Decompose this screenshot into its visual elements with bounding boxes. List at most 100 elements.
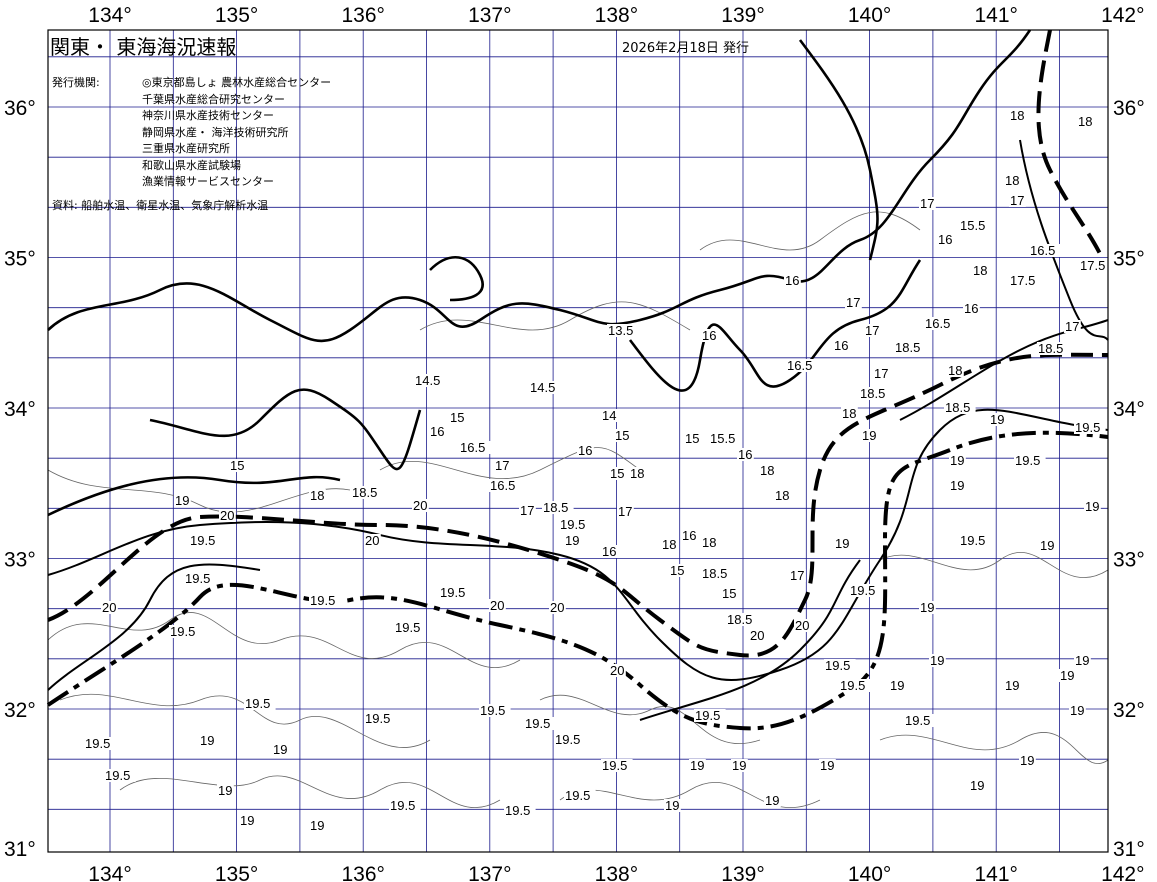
label-background — [244, 697, 276, 710]
label-background — [1039, 539, 1056, 552]
label-background — [989, 413, 1006, 426]
isotherm-label: 19 — [732, 758, 746, 773]
isotherm-label: 18.5 — [1038, 341, 1063, 356]
minor-contours — [47, 211, 1109, 808]
longitude-tick-label: 139° — [721, 4, 764, 27]
label-background — [919, 601, 936, 614]
label-background — [189, 534, 221, 547]
label-background — [309, 489, 326, 502]
isotherm-label: 19 — [990, 412, 1004, 427]
isotherm-label: 19 — [835, 536, 849, 551]
label-background — [721, 587, 738, 600]
isotherm-label: 17 — [874, 366, 888, 381]
isotherm-label: 19 — [862, 428, 876, 443]
label-background — [959, 219, 991, 232]
label-background — [564, 789, 596, 802]
label-background — [859, 387, 891, 400]
isotherm-label: 16.5 — [1030, 243, 1055, 258]
label-background — [1077, 115, 1094, 128]
latitude-tick-label: 35° — [4, 248, 36, 271]
institution: ◎東京都島しょ 農林水産総合センター — [142, 76, 332, 89]
label-background — [1009, 194, 1026, 207]
isotherm-label: 15.5 — [960, 218, 985, 233]
isotherm-label: 19.5 — [565, 788, 590, 803]
isotherm-label: 16.5 — [925, 316, 950, 331]
label-background — [969, 779, 986, 792]
label-background — [789, 569, 806, 582]
latitude-tick-label: 34° — [1113, 398, 1145, 421]
label-background — [217, 784, 234, 797]
label-background — [1009, 274, 1041, 287]
isotherm-label: 19 — [665, 798, 679, 813]
isotherm-label: 17.5 — [1010, 273, 1035, 288]
label-background — [174, 494, 191, 507]
coastline — [47, 29, 1032, 517]
longitude-tick-label: 142° — [1101, 4, 1144, 27]
issuing-institutions: 発行機関: ◎東京都島しょ 農林水産総合センター 千葉県水産総合研究センター 神奈… — [52, 75, 331, 191]
label-background — [731, 759, 748, 772]
label-background — [479, 704, 511, 717]
label-background — [351, 486, 383, 499]
isotherm-label: 18 — [662, 537, 676, 552]
isotherm-label: 19 — [1040, 538, 1054, 553]
longitude-tick-label: 138° — [595, 863, 638, 882]
institution: 漁業情報サービスセンター — [142, 175, 274, 188]
isotherm-label: 18.5 — [945, 400, 970, 415]
institutions-label: 発行機関: — [52, 76, 100, 89]
label-background — [1037, 342, 1069, 355]
label-background — [607, 324, 639, 337]
isotherm-label: 16.5 — [787, 358, 812, 373]
label-background — [629, 467, 646, 480]
latitude-tick-label: 34° — [4, 398, 36, 421]
isotherm-label: 19 — [200, 733, 214, 748]
isotherm-label: 19 — [890, 678, 904, 693]
label-background — [309, 594, 341, 607]
map-frame — [47, 29, 1109, 853]
label-background — [1014, 454, 1046, 467]
isotherm-label: 19.5 — [310, 593, 335, 608]
label-background — [199, 734, 216, 747]
data-source: 資料: 船舶水温、衛星水温、気象庁解析水温 — [52, 199, 269, 212]
label-background — [229, 459, 246, 472]
isotherm-label: 19.5 — [365, 711, 390, 726]
label-background — [839, 679, 871, 692]
label-background — [609, 664, 626, 677]
label-background — [873, 367, 890, 380]
label-background — [104, 769, 136, 782]
label-background — [701, 567, 733, 580]
label-background — [1004, 679, 1021, 692]
label-background — [439, 586, 471, 599]
isotherm-label: 19.5 — [480, 703, 505, 718]
label-background — [529, 381, 561, 394]
label-background — [861, 429, 878, 442]
isotherm-label: 20 — [220, 508, 234, 523]
isotherm-label: 17 — [520, 503, 534, 518]
isotherm-label: 19 — [950, 453, 964, 468]
latitude-tick-label: 32° — [4, 699, 36, 722]
label-background — [684, 432, 701, 445]
label-background — [889, 679, 906, 692]
axis-ticks: 134° 134° 135° 135° 136° 136° 137° 137° 138° 138°… — [4, 4, 1145, 882]
isotherm-label: 19.5 — [105, 768, 130, 783]
isotherm-label: 18 — [760, 463, 774, 478]
isotherm-label: 16 — [602, 544, 616, 559]
isotherm-label: 19 — [273, 742, 287, 757]
label-background — [786, 359, 818, 372]
label-background — [1074, 421, 1106, 434]
label-background — [364, 534, 381, 547]
isotherm-label: 19.5 — [185, 571, 210, 586]
label-background — [554, 733, 586, 746]
isotherm-19-5-dashdot — [46, 430, 1109, 731]
label-background — [919, 197, 936, 210]
isotherm-label: 19 — [175, 493, 189, 508]
isotherm-label: 19.5 — [245, 696, 270, 711]
label-background — [617, 505, 634, 518]
label-background — [449, 411, 466, 424]
isotherm-label: 20 — [413, 498, 427, 513]
isotherm-label: 19 — [930, 653, 944, 668]
isotherm-label: 18 — [1010, 108, 1024, 123]
label-background — [841, 407, 858, 420]
isotherm-label: 15 — [230, 458, 244, 473]
isotherm-label: 20 — [550, 600, 564, 615]
